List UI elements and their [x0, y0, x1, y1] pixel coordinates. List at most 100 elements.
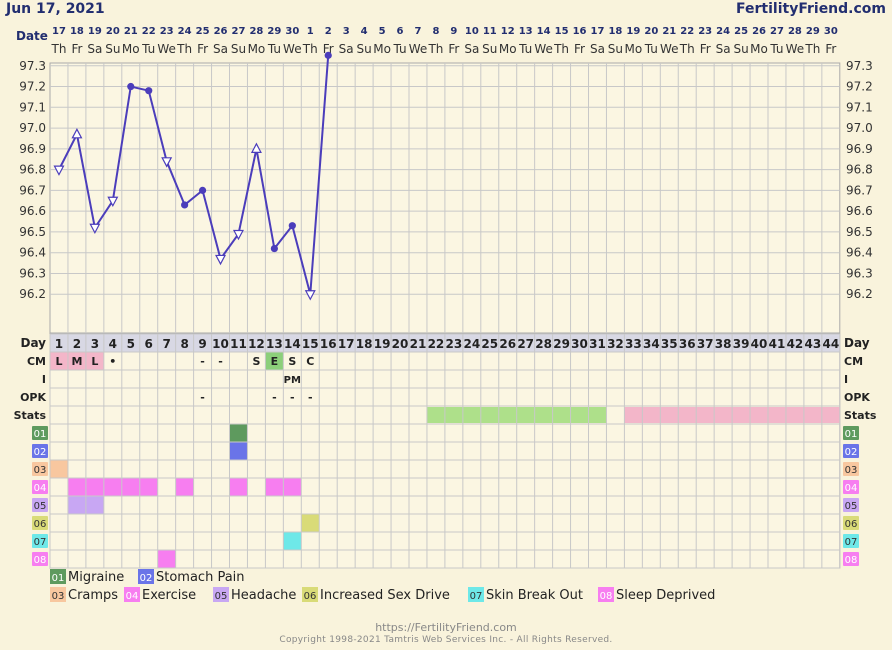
footer-url-link[interactable]: https://FertilityFriend.com: [375, 621, 517, 634]
date-label: 8: [432, 26, 439, 37]
symptom-badge-left: [32, 480, 48, 494]
date-label: 29: [267, 26, 281, 37]
opk-entry: -: [290, 391, 295, 404]
temperature-point-triangle-up: [71, 128, 83, 139]
fertility-chart: Date 17Th18Fr19Sa20Su21Mo22Tu23We24Th25Fr…: [14, 26, 877, 603]
weekday-label: Sa: [339, 42, 354, 56]
cycle-day-number: 28: [535, 337, 552, 351]
weekday-label: Sa: [213, 42, 228, 56]
weekday-label: Su: [231, 42, 246, 56]
y-tick-label-right: 97.1: [846, 100, 873, 114]
y-tick-label-left: 97.2: [19, 80, 46, 94]
weekday-label: We: [409, 42, 428, 56]
cycle-day-number: 26: [499, 337, 516, 351]
cm-entry: •: [109, 355, 116, 368]
weekday-label: Tu: [267, 42, 281, 56]
date-label: 10: [465, 26, 479, 37]
date-label: 17: [52, 26, 66, 37]
symptom-cell-04: [229, 478, 248, 496]
date-label: 13: [519, 26, 533, 37]
cycle-day-number: 13: [266, 337, 283, 351]
date-label: 25: [196, 26, 210, 37]
row-label-right-stats: Stats: [844, 409, 877, 422]
cycle-day-number: 30: [571, 337, 588, 351]
legend-swatch-01: [50, 569, 66, 584]
symptom-cell-04: [265, 478, 284, 496]
date-label: 9: [450, 26, 457, 37]
temperature-point-dot: [270, 244, 278, 253]
intercourse-entry: PM: [284, 375, 301, 386]
weekday-label: Su: [733, 42, 748, 56]
symptom-cell-05: [67, 496, 86, 514]
cycle-day-number: 18: [356, 337, 373, 351]
weekday-label: Mo: [122, 42, 140, 56]
chart-date-title: Jun 17, 2021: [6, 1, 105, 17]
cycle-day-number: 22: [428, 337, 445, 351]
cycle-day-number: 29: [553, 337, 570, 351]
date-label: 30: [285, 26, 299, 37]
temperature-point-dot: [198, 186, 207, 194]
cycle-day-number: 9: [198, 337, 206, 351]
cm-entry: L: [91, 355, 98, 368]
date-label: 23: [698, 26, 712, 37]
date-label: 18: [70, 26, 84, 37]
symptom-badge-right: [843, 516, 859, 530]
legend-label-03: Cramps: [68, 588, 118, 603]
cycle-day-number: 23: [446, 337, 463, 351]
cycle-day-number: 40: [751, 337, 768, 351]
y-tick-label-right: 96.9: [846, 142, 873, 156]
y-tick-label-right: 97.0: [846, 121, 873, 135]
date-label: 11: [483, 26, 497, 37]
weekday-label: Fr: [825, 42, 836, 56]
weekday-label: Fr: [197, 42, 208, 56]
date-label: 21: [124, 26, 138, 37]
symptom-badge-left: [32, 552, 48, 566]
weekday-label: Mo: [373, 42, 391, 56]
cycle-day-number: 6: [145, 337, 153, 351]
weekday-label: Tu: [392, 42, 406, 56]
weekday-label: Fr: [323, 42, 334, 56]
cm-entry: -: [218, 355, 223, 368]
row-label-right-cm: CM: [844, 355, 863, 368]
legend-code-01: 01: [52, 573, 65, 584]
weekday-label: Fr: [71, 42, 82, 56]
cm-cell-background: [50, 352, 68, 370]
date-label: 30: [824, 26, 838, 37]
temperature-point-dot: [288, 222, 296, 230]
opk-entry: -: [272, 391, 277, 404]
cycle-day-number: 20: [392, 337, 409, 351]
weekday-label: Mo: [248, 42, 266, 56]
temperature-point-dot: [145, 87, 153, 95]
weekday-label: Su: [482, 42, 497, 56]
brand-logo-text[interactable]: FertilityFriend.com: [736, 1, 886, 17]
symptom-code-right: 05: [845, 501, 858, 512]
legend-code-08: 08: [600, 591, 613, 602]
y-tick-label-left: 97.1: [19, 100, 46, 114]
symptom-cell-01: [229, 424, 248, 442]
cycle-day-number: 17: [338, 337, 355, 351]
date-label: 5: [379, 26, 386, 37]
cycle-day-number: 41: [769, 337, 786, 351]
weekday-label: Th: [51, 42, 67, 56]
date-label: 28: [788, 26, 802, 37]
symptom-cell-04: [175, 478, 194, 496]
date-label: 22: [680, 26, 694, 37]
weekday-label: Th: [553, 42, 569, 56]
cycle-day-number: 21: [410, 337, 427, 351]
cycle-day-number: 38: [715, 337, 732, 351]
row-label-right-i: I: [844, 373, 848, 386]
date-label: 28: [249, 26, 263, 37]
date-label: 22: [142, 26, 156, 37]
symptom-cell-04: [103, 478, 122, 496]
symptom-cell-04: [283, 478, 302, 496]
weekday-label: Fr: [448, 42, 459, 56]
symptom-cell-04: [67, 478, 86, 496]
y-tick-label-left: 97.3: [19, 59, 46, 73]
symptom-code-left: 03: [34, 465, 47, 476]
y-tick-label-right: 96.2: [846, 287, 873, 301]
symptom-code-right: 07: [845, 537, 858, 548]
symptom-code-left: 02: [34, 447, 47, 458]
weekday-label: Sa: [590, 42, 605, 56]
date-label: 21: [662, 26, 676, 37]
y-tick-label-right: 96.4: [846, 246, 873, 260]
